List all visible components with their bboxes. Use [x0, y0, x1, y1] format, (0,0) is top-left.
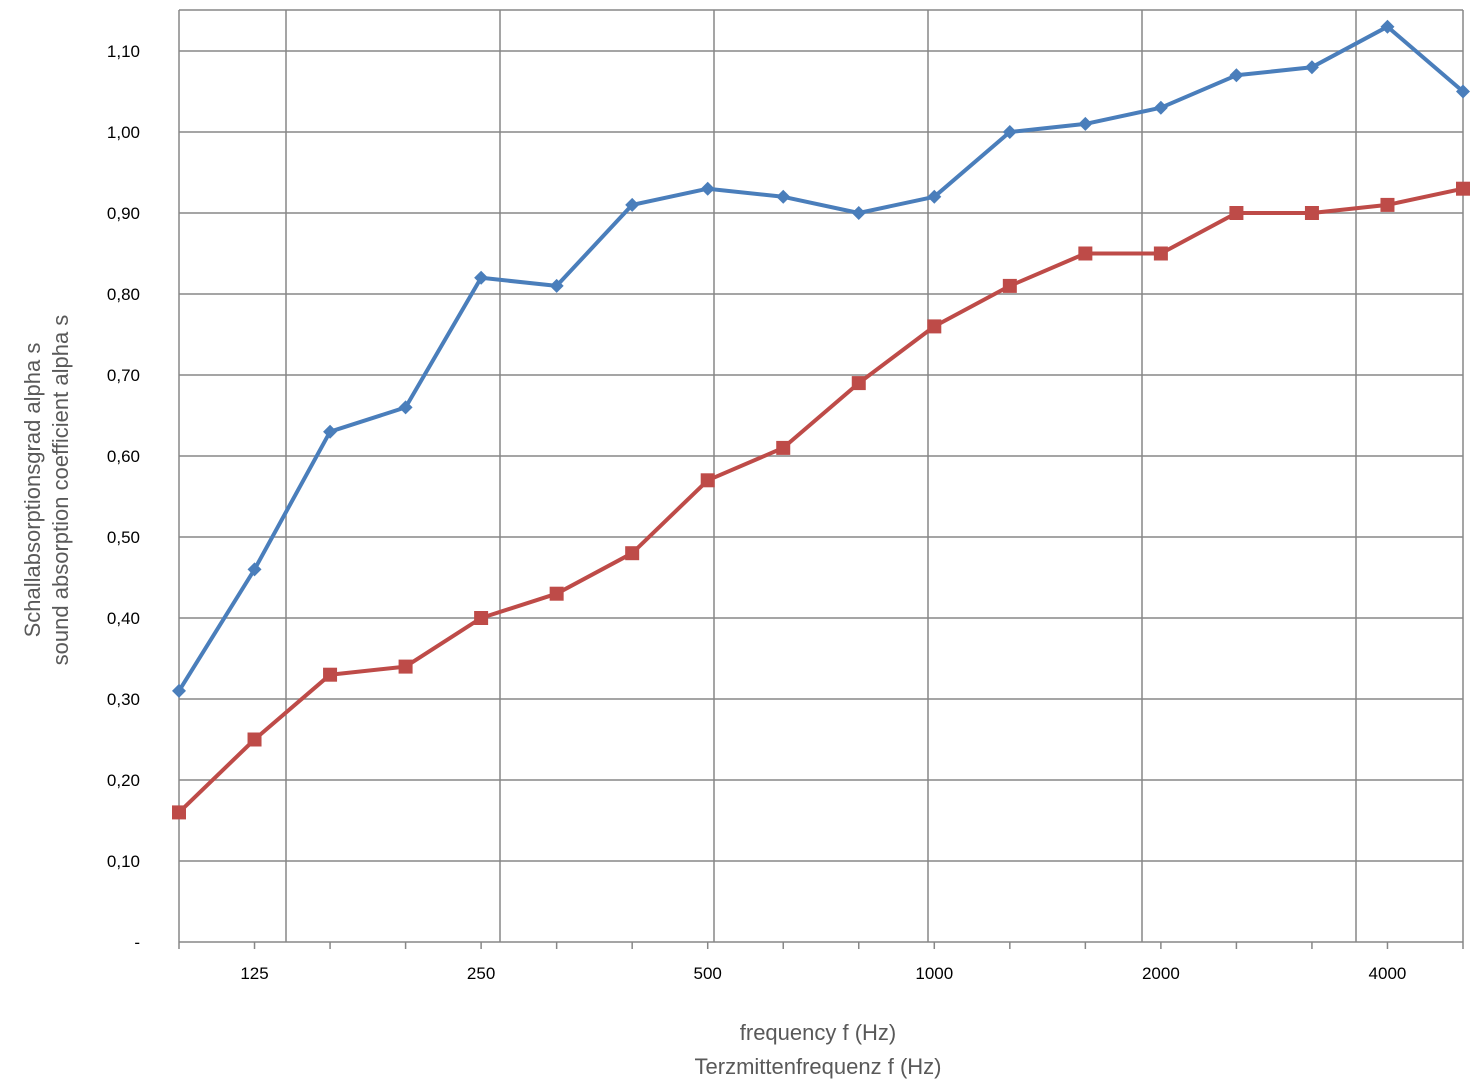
x-tick-label: 1000 — [915, 964, 953, 983]
x-tick-label: 4000 — [1369, 964, 1407, 983]
x-tick-label: 500 — [694, 964, 722, 983]
series-lines — [177, 24, 1465, 814]
series-1-point — [1002, 125, 1017, 139]
x-tick-label: 125 — [240, 964, 268, 983]
series-1-point — [1304, 60, 1319, 75]
series-2-point — [1304, 206, 1319, 220]
series-2-point — [1078, 246, 1093, 261]
y-tick-label: 0,10 — [107, 852, 140, 871]
series-1-line — [177, 24, 1465, 692]
series-1-point — [398, 400, 413, 415]
series-1-point — [172, 683, 186, 698]
x-tick-label: 2000 — [1142, 964, 1180, 983]
y-axis-title-line-2: sound absorption coefficient alpha s — [48, 315, 73, 666]
y-tick-label: 1,00 — [107, 123, 140, 142]
series-2-point — [1002, 278, 1017, 293]
series-1-point — [1153, 100, 1168, 115]
x-tick-label: 250 — [467, 964, 495, 983]
series-1-point — [625, 197, 640, 212]
series-2-point — [1229, 206, 1244, 220]
series-2-point — [700, 473, 715, 488]
series-2-point — [1380, 197, 1395, 212]
grid-lines — [178, 9, 1464, 943]
series-2-point — [323, 667, 338, 682]
series-2-point — [1456, 181, 1470, 196]
series-2-point — [927, 319, 942, 334]
series-1-point — [247, 562, 262, 577]
y-tick-label: 0,70 — [107, 366, 140, 385]
series-2-point — [549, 586, 564, 601]
series-1-point — [474, 270, 489, 285]
series-2-point — [247, 732, 262, 747]
y-axis-tick-labels: - 0,10 0,20 0,30 0,40 0,50 0,60 0,70 0,80 0,90 1,0… — [107, 42, 140, 952]
series-2-point — [851, 376, 866, 391]
y-tick-label: 0,90 — [107, 204, 140, 223]
series-1-point — [700, 181, 715, 196]
series-1-point — [549, 278, 564, 293]
series-2-point — [625, 546, 640, 561]
y-tick-label: 0,40 — [107, 609, 140, 628]
x-axis-title-line-1: frequency f (Hz) — [740, 1020, 897, 1045]
y-tick-label: 0,60 — [107, 447, 140, 466]
series-1-point — [776, 189, 791, 204]
series-1-point — [1380, 19, 1395, 34]
series-2-point — [172, 805, 186, 820]
series-1-point — [851, 206, 866, 220]
series-2-line — [177, 186, 1464, 814]
y-tick-label: 0,30 — [107, 690, 140, 709]
series-1-point — [1229, 68, 1244, 83]
series-2-point — [398, 659, 413, 674]
y-axis-title-line-1: Schallabsorptionsgrad alpha s — [20, 343, 45, 638]
y-tick-label: 1,10 — [107, 42, 140, 61]
series-1-point — [1456, 84, 1470, 99]
series-1-point — [927, 189, 942, 204]
series-1-point — [1078, 116, 1093, 131]
y-tick-label: 0,50 — [107, 528, 140, 547]
y-tick-label: 0,20 — [107, 771, 140, 790]
x-axis-title-line-2: Terzmittenfrequenz f (Hz) — [695, 1054, 942, 1079]
x-axis-tick-labels: 125 250 500 1000 2000 4000 — [240, 964, 1406, 983]
series-2-point — [1153, 246, 1168, 261]
series-markers — [172, 19, 1470, 820]
y-tick-label: 0,80 — [107, 285, 140, 304]
y-tick-label: - — [134, 933, 140, 952]
series-2-point — [474, 611, 489, 625]
series-2-point — [776, 440, 791, 455]
x-axis-ticks — [178, 942, 1464, 949]
series-1-point — [323, 424, 338, 439]
